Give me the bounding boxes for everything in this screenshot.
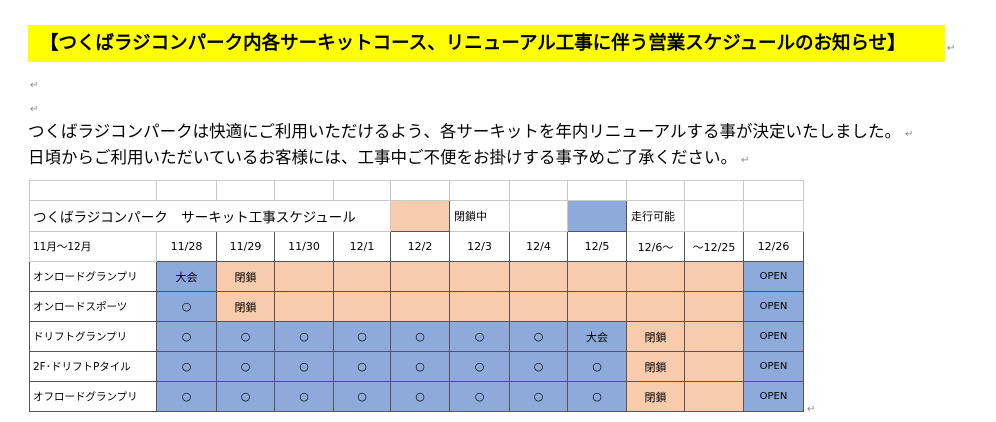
schedule-cell: 閉鎖 xyxy=(626,381,685,412)
schedule-cell: ○ xyxy=(333,381,391,412)
schedule-cell: 閉鎖 xyxy=(216,261,275,292)
schedule-title-row: つくばラジコンパーク サーキット工事スケジュール 閉鎖中 走行可能 xyxy=(29,200,804,232)
schedule-cell: ○ xyxy=(509,321,568,352)
date-header-cell: 12/6～ xyxy=(626,231,685,262)
circuit-name: オンロードグランプリ xyxy=(29,261,157,292)
legend-open-swatch xyxy=(567,200,627,232)
schedule-cell: 閉鎖 xyxy=(626,321,685,352)
schedule-cell: ○ xyxy=(274,351,334,382)
schedule-cell: ○ xyxy=(216,381,275,412)
spacer-row xyxy=(29,180,804,201)
schedule-cell: ○ xyxy=(567,351,627,382)
schedule-cell: ○ xyxy=(567,381,627,412)
schedule-cell: ○ xyxy=(156,291,217,322)
date-header-cell: 12/3 xyxy=(449,231,510,262)
schedule-cell xyxy=(449,261,510,292)
schedule-cell: ○ xyxy=(449,381,510,412)
schedule-cell: OPEN xyxy=(743,351,804,382)
schedule-cell xyxy=(274,291,334,322)
schedule-cell: OPEN xyxy=(743,261,804,292)
circuit-name: ドリフトグランプリ xyxy=(29,321,157,352)
date-header-cell: 11/29 xyxy=(216,231,275,262)
date-header-cell: 12/5 xyxy=(567,231,627,262)
date-header-cell: 11/30 xyxy=(274,231,334,262)
date-header-cell: ～12/25 xyxy=(684,231,744,262)
date-header-cell: 12/2 xyxy=(390,231,450,262)
circuit-row: オンロードグランプリ 大会 閉鎖 OPEN xyxy=(29,261,804,292)
schedule-cell xyxy=(626,291,685,322)
date-header-row: 11月～12月 11/28 11/29 11/30 12/1 12/2 12/3 12/4 1… xyxy=(29,231,804,262)
schedule-cell: ○ xyxy=(156,351,217,382)
schedule-cell: ○ xyxy=(156,381,217,412)
circuit-name: オンロードスポーツ xyxy=(29,291,157,322)
schedule-cell xyxy=(333,291,391,322)
schedule-cell xyxy=(449,291,510,322)
circuit-name: 2F･ドリフトPタイル xyxy=(29,351,157,382)
schedule-cell xyxy=(333,261,391,292)
date-header-cell: 11/28 xyxy=(156,231,217,262)
circuit-row: オンロードスポーツ ○ 閉鎖 OPEN xyxy=(29,291,804,322)
legend-closed-swatch xyxy=(390,200,450,232)
date-header-cell: 12/26 xyxy=(743,231,804,262)
date-header-cell: 12/1 xyxy=(333,231,391,262)
schedule-cell: ○ xyxy=(390,381,450,412)
legend-open-label: 走行可能 xyxy=(626,200,685,232)
schedule-title: つくばラジコンパーク サーキット工事スケジュール xyxy=(29,200,391,232)
schedule-cell: ○ xyxy=(216,351,275,382)
paragraph-mark: ↵ xyxy=(807,404,816,415)
paragraph-mark: ↵ xyxy=(30,80,39,91)
notice-paragraph-line2: 日頃からご利用いただいているお客様には、工事中ご不便をお掛けする事予めご了承くだ… xyxy=(28,148,750,167)
paragraph-mark: ↵ xyxy=(30,104,39,115)
schedule-cell: 閉鎖 xyxy=(216,291,275,322)
schedule-cell: 大会 xyxy=(156,261,217,292)
schedule-cell: OPEN xyxy=(743,381,804,412)
schedule-cell xyxy=(567,291,627,322)
schedule-cell xyxy=(509,291,568,322)
circuit-name: オフロードグランプリ xyxy=(29,381,157,412)
schedule-cell xyxy=(509,261,568,292)
circuit-row: 2F･ドリフトPタイル ○ ○ ○ ○ ○ ○ ○ ○ 閉鎖 OPEN xyxy=(29,351,804,382)
schedule-cell xyxy=(567,261,627,292)
schedule-cell: OPEN xyxy=(743,291,804,322)
period-label: 11月～12月 xyxy=(29,231,157,262)
circuit-row: ドリフトグランプリ ○ ○ ○ ○ ○ ○ ○ 大会 閉鎖 OPEN xyxy=(29,321,804,352)
circuit-row: オフロードグランプリ ○ ○ ○ ○ ○ ○ ○ ○ 閉鎖 OPEN xyxy=(29,381,804,412)
schedule-cell: ○ xyxy=(509,351,568,382)
schedule-cell xyxy=(684,351,744,382)
schedule-cell: 大会 xyxy=(567,321,627,352)
schedule-cell xyxy=(684,291,744,322)
schedule-cell: ○ xyxy=(333,321,391,352)
date-header-cell: 12/4 xyxy=(509,231,568,262)
schedule-cell xyxy=(390,291,450,322)
schedule-cell xyxy=(684,381,744,412)
schedule-cell xyxy=(684,321,744,352)
schedule-cell: ○ xyxy=(333,351,391,382)
legend-closed-label: 閉鎖中 xyxy=(449,200,510,232)
paragraph-mark: ↵ xyxy=(947,43,956,54)
schedule-cell xyxy=(684,261,744,292)
schedule-cell: ○ xyxy=(390,321,450,352)
schedule-cell: ○ xyxy=(274,321,334,352)
schedule-cell: ○ xyxy=(156,321,217,352)
paragraph-mark: ↵ xyxy=(905,129,914,140)
paragraph-mark: ↵ xyxy=(741,155,750,166)
schedule-cell: ○ xyxy=(449,321,510,352)
schedule-cell xyxy=(626,261,685,292)
schedule-cell: ○ xyxy=(274,381,334,412)
schedule-cell xyxy=(274,261,334,292)
schedule-cell: OPEN xyxy=(743,321,804,352)
notice-title: 【つくばラジコンパーク内各サーキットコース、リニューアル工事に伴う営業スケジュー… xyxy=(28,25,945,62)
schedule-table: つくばラジコンパーク サーキット工事スケジュール 閉鎖中 走行可能 11月～12… xyxy=(29,180,804,412)
schedule-cell: ○ xyxy=(390,351,450,382)
schedule-cell xyxy=(390,261,450,292)
schedule-cell: 閉鎖 xyxy=(626,351,685,382)
notice-paragraph-line1: つくばラジコンパークは快適にご利用いただけるよう、各サーキットを年内リニューアル… xyxy=(28,122,914,141)
schedule-cell: ○ xyxy=(509,381,568,412)
schedule-cell: ○ xyxy=(449,351,510,382)
schedule-cell: ○ xyxy=(216,321,275,352)
